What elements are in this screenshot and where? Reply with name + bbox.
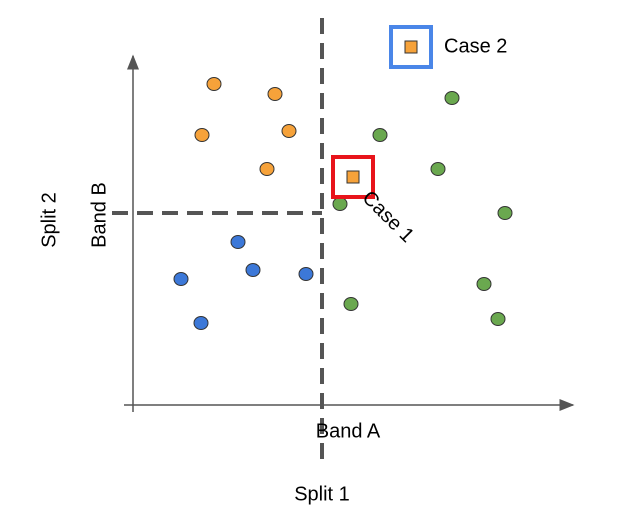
point — [245, 263, 261, 277]
point — [194, 128, 210, 142]
point — [372, 128, 388, 142]
vertical-split-label: Split 1 — [294, 483, 350, 505]
orange-points — [194, 77, 297, 176]
point — [332, 197, 348, 211]
case-1-box — [331, 155, 375, 199]
case-2-marker — [404, 40, 418, 54]
blue-points — [173, 235, 314, 330]
y-axis-label: Band B — [88, 182, 110, 248]
point — [193, 316, 209, 330]
point — [230, 235, 246, 249]
case-1-label: Case 1 — [358, 187, 418, 247]
point — [490, 312, 506, 326]
green-points — [332, 91, 513, 326]
point — [173, 272, 189, 286]
point — [298, 267, 314, 281]
point — [497, 206, 513, 220]
case-2-label: Case 2 — [444, 35, 507, 57]
point — [343, 297, 359, 311]
horizontal-split-label: Split 2 — [38, 192, 60, 248]
case-1-marker — [346, 170, 360, 184]
point — [430, 162, 446, 176]
point — [267, 87, 283, 101]
case-2-box — [389, 25, 433, 69]
point — [206, 77, 222, 91]
point — [476, 277, 492, 291]
point — [259, 162, 275, 176]
x-axis-label: Band A — [316, 420, 381, 442]
point — [281, 124, 297, 138]
point — [444, 91, 460, 105]
